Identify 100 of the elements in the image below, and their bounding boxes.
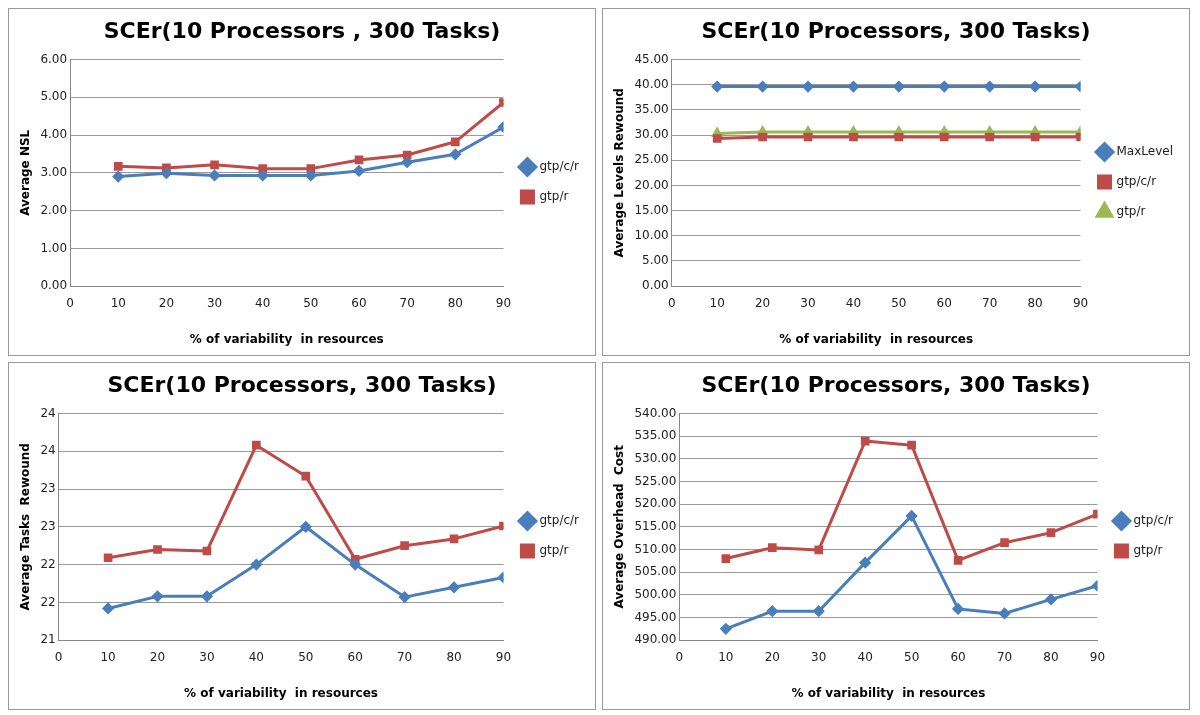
legend-label: MaxLevel — [1116, 144, 1173, 159]
x-tick-label: 60 — [936, 295, 952, 310]
point — [450, 137, 460, 147]
point — [766, 605, 778, 617]
point — [349, 559, 361, 571]
x-tick-label: 40 — [255, 295, 271, 310]
y-axis-title: Average Overhead Cost — [612, 444, 627, 609]
point — [102, 602, 114, 614]
point — [113, 162, 123, 171]
x-tick-label: 80 — [1043, 649, 1059, 664]
x-tick-label: 50 — [891, 295, 907, 310]
x-tick-label: 80 — [446, 649, 462, 664]
chart-title: SCEr(10 Processors, 300 Tasks) — [107, 371, 497, 397]
y-tick-label: 4.00 — [40, 127, 68, 142]
y-tick-label: 24 — [40, 405, 56, 420]
y-tick-label: 5.00 — [40, 89, 68, 104]
y-tick-label: 495.00 — [634, 609, 677, 624]
point — [354, 155, 364, 165]
point — [401, 156, 413, 168]
point — [250, 559, 262, 571]
x-tick-label: 20 — [149, 649, 166, 664]
point — [400, 541, 409, 551]
y-tick-label: 30.00 — [634, 127, 669, 142]
x-tick-label: 10 — [110, 295, 126, 310]
y-tick-label: 500.00 — [634, 586, 677, 601]
legend-label: gtp/c/r — [539, 159, 580, 174]
x-tick-label: 40 — [248, 649, 264, 664]
point — [758, 132, 767, 142]
x-tick-label: 50 — [298, 649, 314, 664]
y-axis-title: Average Tasks Rewound — [18, 443, 33, 611]
legend-label: gtp/c/r — [1133, 513, 1174, 528]
x-tick-label: 90 — [495, 649, 512, 664]
point — [399, 591, 411, 603]
point — [803, 132, 813, 142]
point — [448, 581, 460, 593]
point — [906, 510, 918, 522]
x-tick-label: 30 — [800, 295, 816, 310]
y-tick-label: 5.00 — [642, 253, 669, 268]
x-tick-label: 60 — [351, 295, 367, 310]
y-tick-label: 525.00 — [634, 473, 677, 488]
y-tick-label: 0.00 — [642, 278, 669, 293]
x-tick-label: 30 — [199, 649, 215, 664]
x-tick-label: 70 — [982, 295, 998, 310]
point — [999, 607, 1011, 619]
point — [1046, 528, 1056, 538]
y-tick-label: 530.00 — [634, 450, 677, 465]
y-tick-label: 0.00 — [40, 278, 68, 293]
x-tick-label: 30 — [206, 295, 223, 310]
y-tick-label: 45.00 — [634, 51, 669, 66]
point — [449, 148, 461, 160]
point — [210, 160, 219, 170]
point — [1000, 538, 1009, 547]
x-tick-label: 80 — [447, 295, 463, 310]
point — [1029, 81, 1041, 93]
y-tick-label: 505.00 — [634, 564, 677, 579]
x-tick-label: 60 — [950, 649, 966, 664]
point — [257, 169, 269, 181]
point — [802, 81, 814, 93]
point — [152, 590, 164, 602]
y-tick-label: 21 — [40, 632, 56, 647]
x-axis-title: % of variability in resources — [189, 331, 384, 346]
y-tick-label: 15.00 — [634, 202, 669, 217]
x-axis-title: % of variability in resources — [184, 685, 378, 700]
point — [860, 436, 870, 446]
legend-label: gtp/r — [539, 189, 569, 204]
point — [160, 167, 172, 179]
point — [984, 81, 996, 93]
x-tick-label: 20 — [158, 295, 175, 310]
x-tick-label: 20 — [754, 295, 771, 310]
point — [939, 132, 949, 142]
point — [721, 554, 731, 563]
point — [814, 545, 824, 555]
y-tick-label: 510.00 — [634, 541, 677, 556]
x-tick-label: 50 — [904, 649, 920, 664]
y-tick-label: 35.00 — [634, 101, 669, 116]
legend-label: gtp/r — [539, 543, 569, 558]
point — [907, 440, 916, 450]
point — [985, 132, 995, 142]
y-tick-label: 22 — [40, 556, 56, 571]
point — [938, 81, 950, 93]
point — [894, 132, 904, 142]
y-tick-label: 10.00 — [634, 227, 669, 242]
x-tick-label: 70 — [396, 649, 413, 664]
point — [153, 545, 162, 554]
y-tick-label: 24 — [40, 443, 56, 458]
x-tick-label: 90 — [1089, 649, 1106, 664]
point — [202, 546, 212, 556]
x-tick-label: 0 — [675, 649, 684, 664]
x-tick-label: 50 — [303, 295, 319, 310]
y-tick-label: 20.00 — [634, 177, 669, 192]
chart-title: SCEr(10 Processors, 300 Tasks) — [701, 371, 1091, 397]
point — [252, 440, 261, 450]
point — [103, 553, 113, 563]
legend-label: gtp/c/r — [1116, 174, 1157, 189]
point — [201, 590, 213, 602]
x-axis-title: % of variability in resources — [779, 331, 974, 346]
y-tick-label: 23 — [40, 518, 56, 533]
point — [720, 623, 732, 635]
legend-label: gtp/r — [1133, 543, 1163, 558]
x-tick-label: 40 — [845, 295, 862, 310]
